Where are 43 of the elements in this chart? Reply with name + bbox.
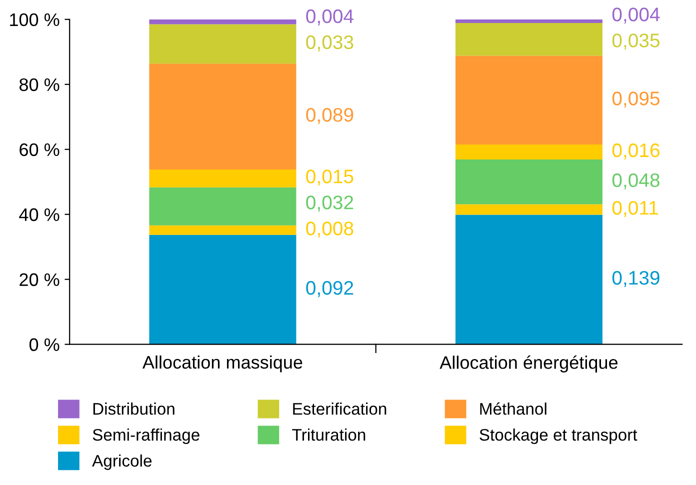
x-tick-label: Allocation massique: [142, 355, 302, 372]
bar: [455, 19, 602, 23]
legend-label: Méthanol: [480, 402, 546, 415]
y-tick-label: 40 %: [19, 208, 60, 222]
y-tick-label: 0 %: [29, 338, 60, 352]
bar: [149, 19, 296, 24]
bar: [455, 214, 602, 344]
annotation: 0,139: [612, 270, 660, 288]
bar: [455, 204, 602, 215]
annotation: 0,011: [612, 200, 658, 218]
legend-label: Distribution: [93, 402, 174, 415]
annotation: 0,008: [306, 222, 354, 238]
legend-label: Agricole: [92, 454, 152, 470]
annotation: 0,048: [612, 173, 660, 190]
annotation: 0,095: [612, 92, 660, 108]
bar: [149, 187, 296, 226]
annotation: 0,004: [612, 8, 660, 24]
annotation: 0,015: [306, 170, 354, 186]
annotation: 0,033: [306, 35, 354, 52]
annotation: 0,089: [306, 108, 354, 124]
y-tick-label: 60 %: [20, 143, 60, 156]
annotation: 0,016: [612, 143, 660, 160]
bar: [149, 234, 296, 344]
legend-label: Trituration: [292, 428, 366, 441]
annotation: 0,035: [612, 34, 660, 50]
bar: [455, 144, 602, 160]
bar: [149, 170, 296, 188]
y-tick-label: 80 %: [20, 78, 60, 92]
y-tick-label: 100 %: [10, 13, 60, 26]
x-tick-label: Allocation énergétique: [440, 355, 618, 373]
annotation: 0,032: [306, 196, 354, 212]
bar: [149, 225, 296, 235]
bar: [455, 159, 602, 204]
bar: [455, 22, 602, 56]
bar: [455, 56, 602, 145]
annotation: 0,004: [306, 9, 354, 26]
legend-label: Semi-raffinage: [92, 428, 200, 444]
legend-label: Esterification: [293, 402, 386, 415]
legend-label: Stockage et transport: [480, 428, 638, 444]
bar: [149, 24, 296, 64]
annotation: 0,092: [306, 281, 354, 298]
bar: [149, 64, 296, 170]
y-tick-label: 20 %: [20, 273, 60, 286]
